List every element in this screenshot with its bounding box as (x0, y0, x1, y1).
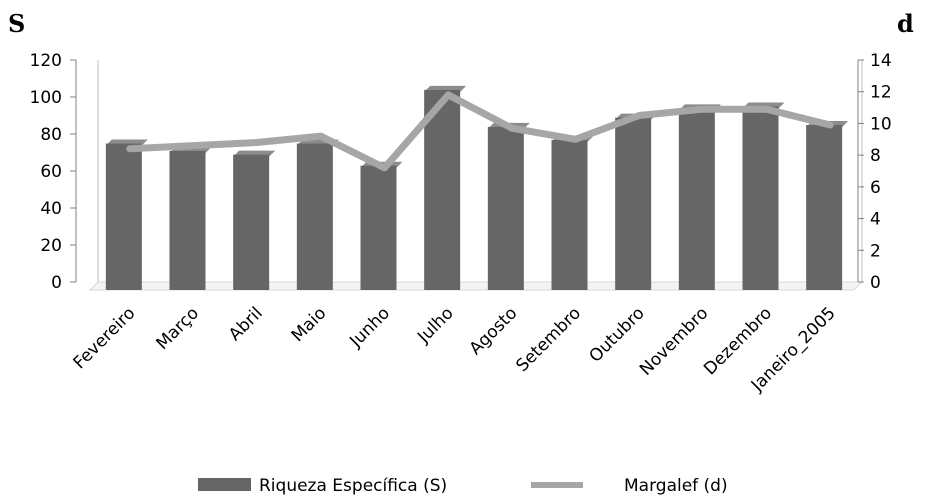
right-axis-label: d (897, 9, 914, 38)
bar (488, 127, 524, 290)
bar (615, 118, 651, 290)
bar (106, 144, 142, 290)
y-right-tick-label: 6 (870, 178, 881, 198)
y-left-tick-label: 20 (40, 236, 62, 256)
bar (806, 125, 842, 290)
y-left-tick-label: 0 (51, 273, 62, 293)
line-point (382, 165, 388, 171)
y-left-tick-label: 40 (40, 199, 62, 219)
x-tick-label: Setembro (512, 303, 585, 376)
line-point (445, 92, 451, 98)
y-right-tick-label: 12 (870, 83, 892, 103)
x-tick-label: Outubro (585, 303, 648, 366)
bar (233, 155, 269, 290)
line-point (318, 133, 324, 139)
legend-swatch-bars (198, 478, 251, 491)
left-axis-label: S (8, 9, 25, 38)
y-right-tick-label: 8 (870, 146, 881, 166)
legend-label-line: Margalef (d) (624, 476, 728, 496)
bar (297, 144, 333, 290)
bar (743, 107, 779, 290)
y-right-tick-label: 4 (870, 210, 881, 230)
legend: Riqueza Específica (S) Margalef (d) (198, 476, 728, 496)
x-tick-label: Agosto (466, 303, 522, 359)
line-point (700, 106, 706, 112)
y-left-tick-label: 100 (30, 88, 62, 108)
y-right-tick-label: 10 (870, 114, 892, 134)
bar (552, 140, 588, 290)
x-tick-label: Fevereiro (70, 303, 140, 373)
x-tick-label: Julho (413, 303, 457, 347)
y-right-tick-label: 2 (870, 241, 881, 261)
x-tick-label: Abril (225, 303, 267, 345)
line-point (827, 122, 833, 128)
x-tick-label: Maio (288, 303, 331, 346)
y-right-tick-label: 14 (870, 51, 892, 71)
y-left-tick-label: 60 (40, 162, 62, 182)
y-left-tick-label: 80 (40, 125, 62, 145)
y-left-tick-label: 120 (30, 51, 62, 71)
line-point (254, 139, 260, 145)
line-point (573, 136, 579, 142)
line-point (764, 106, 770, 112)
legend-label-bars: Riqueza Específica (S) (259, 476, 447, 496)
bar (679, 108, 715, 290)
x-tick-label: Junho (345, 303, 394, 352)
x-tick-label: Março (153, 303, 204, 354)
line-point (127, 146, 133, 152)
line-point (191, 143, 197, 149)
bar (170, 151, 206, 290)
line-point (509, 125, 515, 131)
plot-area: 0 20 40 60 80 100 120 0 2 4 6 8 10 12 14 Fevereiro Março… (30, 51, 892, 396)
y-right-tick-label: 0 (870, 273, 881, 293)
bar (361, 166, 397, 290)
line-point (636, 113, 642, 119)
x-tick-label: Novembro (636, 303, 712, 379)
